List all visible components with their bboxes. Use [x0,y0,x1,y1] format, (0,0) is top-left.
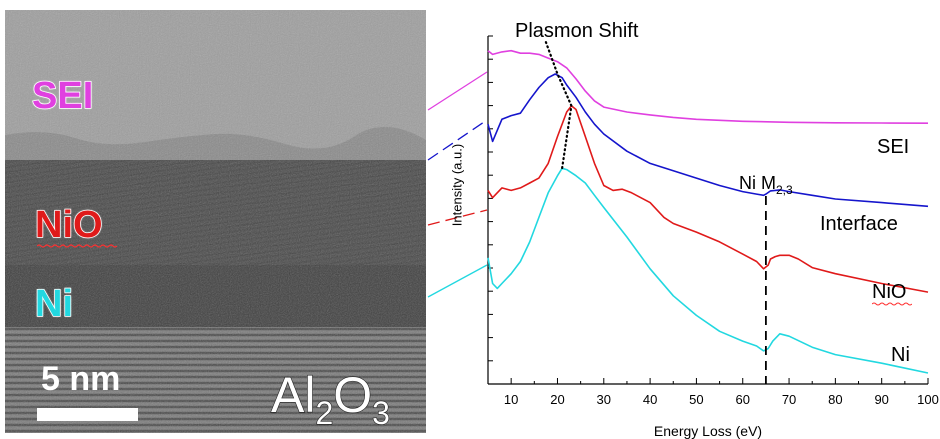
x-tick-label: 80 [828,392,843,407]
scale-bar [37,408,138,421]
layer-label-nio-text: NiO [34,204,103,246]
substrate-formula-sub2: 3 [372,395,391,431]
plasmon-shift-trend [544,40,573,170]
tem-micrograph: SEI NiO Ni 5 nm Al2O3 [5,10,426,433]
x-tick-label: 50 [689,392,704,407]
edge-label-base: Ni M [739,173,776,193]
series-label-nio: NiO [872,281,912,306]
x-tick-label: 40 [642,392,658,407]
layer-label-nio: NiO [34,204,117,248]
x-tick-label: 60 [735,392,750,407]
edge-label-sub: 2,3 [776,183,793,197]
y-axis-label: Intensity (a.u.) [449,143,465,227]
x-tick-label: 20 [550,392,565,407]
x-tick-label: 100 [917,392,939,407]
connector-sei [427,71,488,111]
spellcheck-underline [872,302,912,306]
layer-label-sei: SEI [31,75,94,117]
x-tick-label: 30 [596,392,612,407]
series-line-ni [487,167,929,374]
connector-interface [427,119,488,161]
chart-axes [487,35,929,385]
series-label-nio-text: NiO [872,281,907,303]
x-tick-label: 90 [874,392,889,407]
chart-title: Plasmon Shift [515,20,639,42]
series-label-interface: Interface [820,213,898,235]
substrate-formula-mid: O [333,367,373,423]
series-label-ni: Ni [891,344,910,366]
series-line-sei [487,49,929,124]
connector-ni [427,264,488,298]
layer-label-ni: Ni [34,283,74,325]
substrate-label: Al2O3 [270,367,391,431]
chart-annotations [544,40,767,384]
connector-nio [427,209,488,226]
series-line-interface [487,73,929,208]
substrate-formula-sub1: 2 [315,395,334,431]
series-label-sei: SEI [877,136,910,158]
x-tick-label: 10 [503,392,519,407]
x-tick-label: 70 [781,392,797,407]
edge-annotation-label: Ni M2,3 [739,174,793,196]
spellcheck-underline [37,244,117,248]
substrate-formula-base: Al [270,367,316,423]
chart-series [487,49,929,374]
x-axis-label: Energy Loss (eV) [653,423,763,439]
series-line-nio [487,105,929,293]
scale-bar-label: 5 nm [41,360,121,398]
